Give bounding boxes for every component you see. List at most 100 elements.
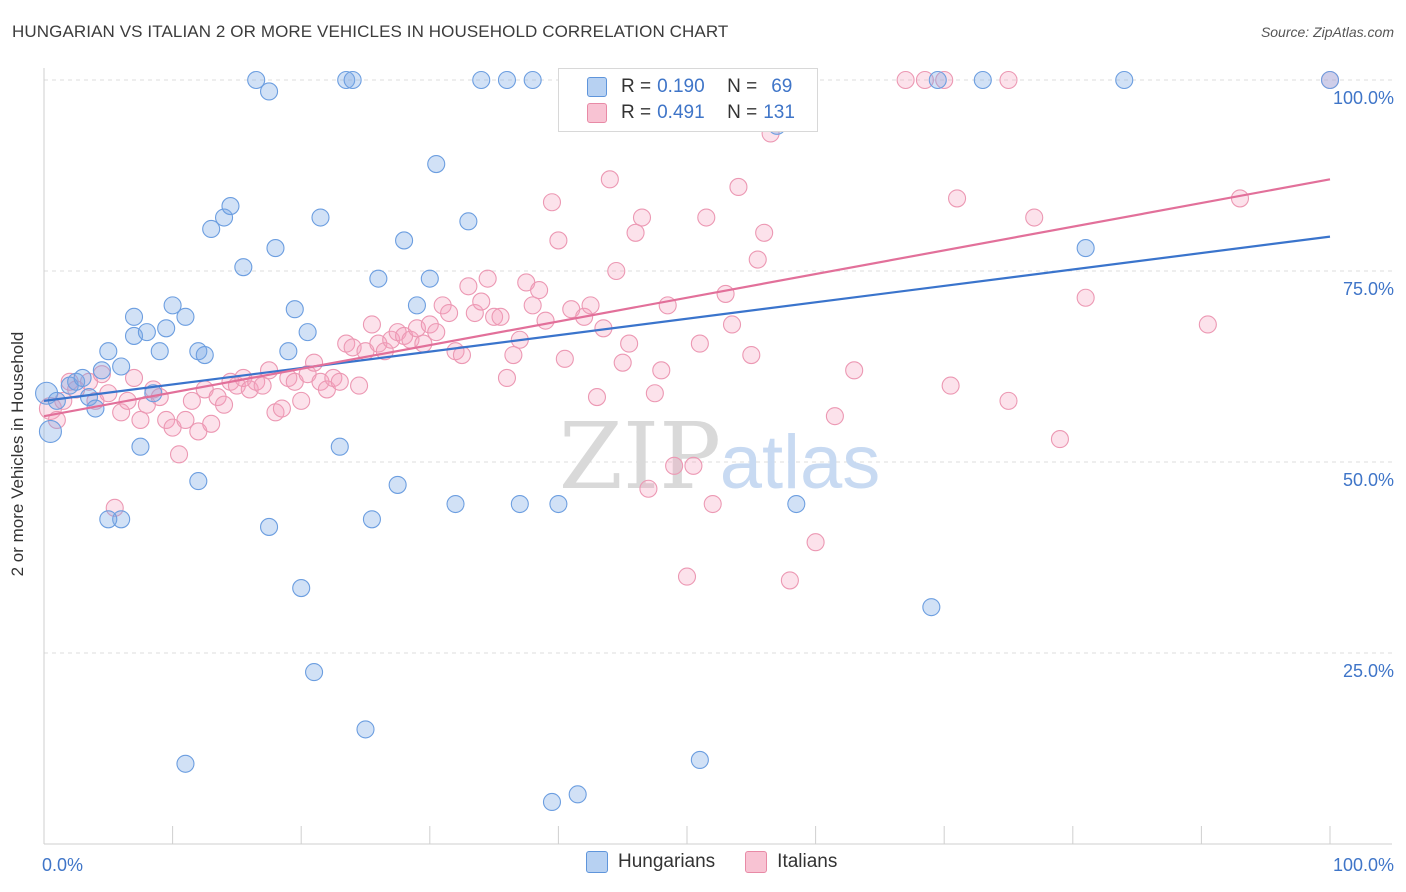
y-tick-label: 50.0% — [1343, 470, 1394, 490]
hungarians-point — [305, 663, 324, 682]
legend-row-italians: R = 0.491 N = 131 — [559, 100, 795, 126]
hungarians-point — [92, 361, 111, 380]
hungarians-point — [112, 510, 131, 529]
italians-point — [47, 410, 66, 430]
italians-point — [639, 479, 658, 498]
italians-point — [124, 368, 144, 388]
hungarians-point — [420, 269, 439, 288]
italians-point — [665, 456, 684, 475]
italians-point — [677, 567, 697, 586]
series-swatch-hungarians — [586, 851, 608, 873]
hungarians-point — [446, 494, 465, 514]
italians-point — [607, 261, 626, 281]
italians-point — [999, 70, 1018, 90]
hungarians-point — [510, 494, 529, 514]
series-legend-hungarians: Hungarians — [586, 851, 715, 873]
hungarians-point — [337, 70, 356, 90]
hungarians-point — [356, 720, 375, 739]
italians-point — [825, 407, 844, 426]
italians-point — [420, 315, 439, 334]
italians-point — [1230, 189, 1250, 208]
hungarians-point — [202, 219, 221, 239]
hungarians-point — [112, 357, 131, 376]
hungarians-point — [195, 345, 214, 365]
legend-r-label: R = — [621, 102, 652, 123]
italians-point — [729, 177, 748, 197]
hungarians-point — [407, 296, 426, 315]
italians-point — [440, 303, 459, 323]
hungarians-point — [99, 510, 118, 529]
hungarians-point — [330, 437, 349, 456]
hungarians-point — [279, 342, 298, 361]
gridlines — [44, 79, 1392, 654]
hungarians-point — [73, 368, 92, 388]
watermark-zip: ZIP — [559, 403, 721, 510]
hungarians-point — [1320, 70, 1340, 90]
italians-point — [485, 307, 504, 326]
italians-point — [253, 376, 272, 395]
hungarians-point — [395, 231, 414, 250]
italians-point — [542, 193, 562, 212]
hungarians-point — [189, 472, 208, 491]
hungarians-point — [35, 381, 59, 405]
hungarians-point — [214, 208, 234, 227]
legend-r-label: R = — [621, 76, 652, 97]
hungarians-point — [234, 258, 253, 277]
italians-point — [459, 277, 478, 296]
italians-point — [845, 361, 864, 380]
italians-point — [555, 349, 574, 368]
hungarians-point — [124, 307, 144, 326]
legend-swatch-hungarians — [587, 77, 607, 97]
italians-point — [684, 456, 703, 475]
hungarians-point — [690, 750, 709, 770]
italians-point — [780, 571, 799, 590]
italians-point — [941, 376, 960, 395]
hungarians-point — [99, 342, 118, 361]
hungarians-point — [38, 419, 62, 443]
italians-point — [105, 498, 124, 517]
italians-point — [896, 70, 915, 90]
hungarians-point — [298, 323, 317, 342]
hungarians-point — [221, 197, 240, 216]
y-tick-label: 25.0% — [1343, 661, 1394, 681]
italians-point — [523, 296, 542, 315]
italians-point — [292, 391, 311, 410]
italians-point — [144, 380, 163, 399]
italians-point — [935, 70, 954, 90]
hungarians-point — [427, 154, 446, 174]
hungarians-point — [176, 754, 195, 773]
x-tick-label-start: 0.0% — [42, 855, 83, 875]
italians-point — [272, 399, 291, 418]
watermark: ZIP atlas — [559, 403, 880, 510]
italians-point — [208, 388, 227, 407]
italians-point — [626, 223, 645, 242]
hungarians-point — [1076, 239, 1095, 258]
y-tick-label: 75.0% — [1343, 279, 1394, 299]
hungarians-point — [176, 307, 195, 326]
italians-point — [587, 388, 607, 407]
trend-lines — [43, 178, 1331, 418]
italians-point — [202, 414, 221, 433]
legend-swatch-italians — [587, 103, 607, 123]
y-axis-label: 2 or more Vehicles in Household — [8, 331, 27, 577]
italians-point — [112, 403, 131, 422]
italians-point — [92, 365, 111, 384]
hungarians-point — [311, 208, 330, 227]
source-credit: Source: ZipAtlas.com — [1260, 24, 1394, 40]
italians-point — [362, 315, 381, 334]
italians-points — [38, 70, 1340, 590]
axes — [43, 68, 1392, 845]
italians-point — [999, 391, 1018, 410]
hungarians-point — [266, 239, 285, 258]
italians-point — [600, 170, 619, 189]
italians-point — [491, 307, 510, 326]
x-tick-label-end: 100.0% — [1333, 855, 1394, 875]
italians-point — [169, 445, 189, 464]
italians-point — [806, 533, 825, 552]
italians-point — [530, 281, 549, 300]
legend-r-value-hungarians: 0.190 — [657, 76, 705, 97]
legend-n-value-italians: 131 — [763, 102, 795, 123]
hungarians-point — [131, 437, 150, 456]
italians-point — [645, 384, 664, 403]
